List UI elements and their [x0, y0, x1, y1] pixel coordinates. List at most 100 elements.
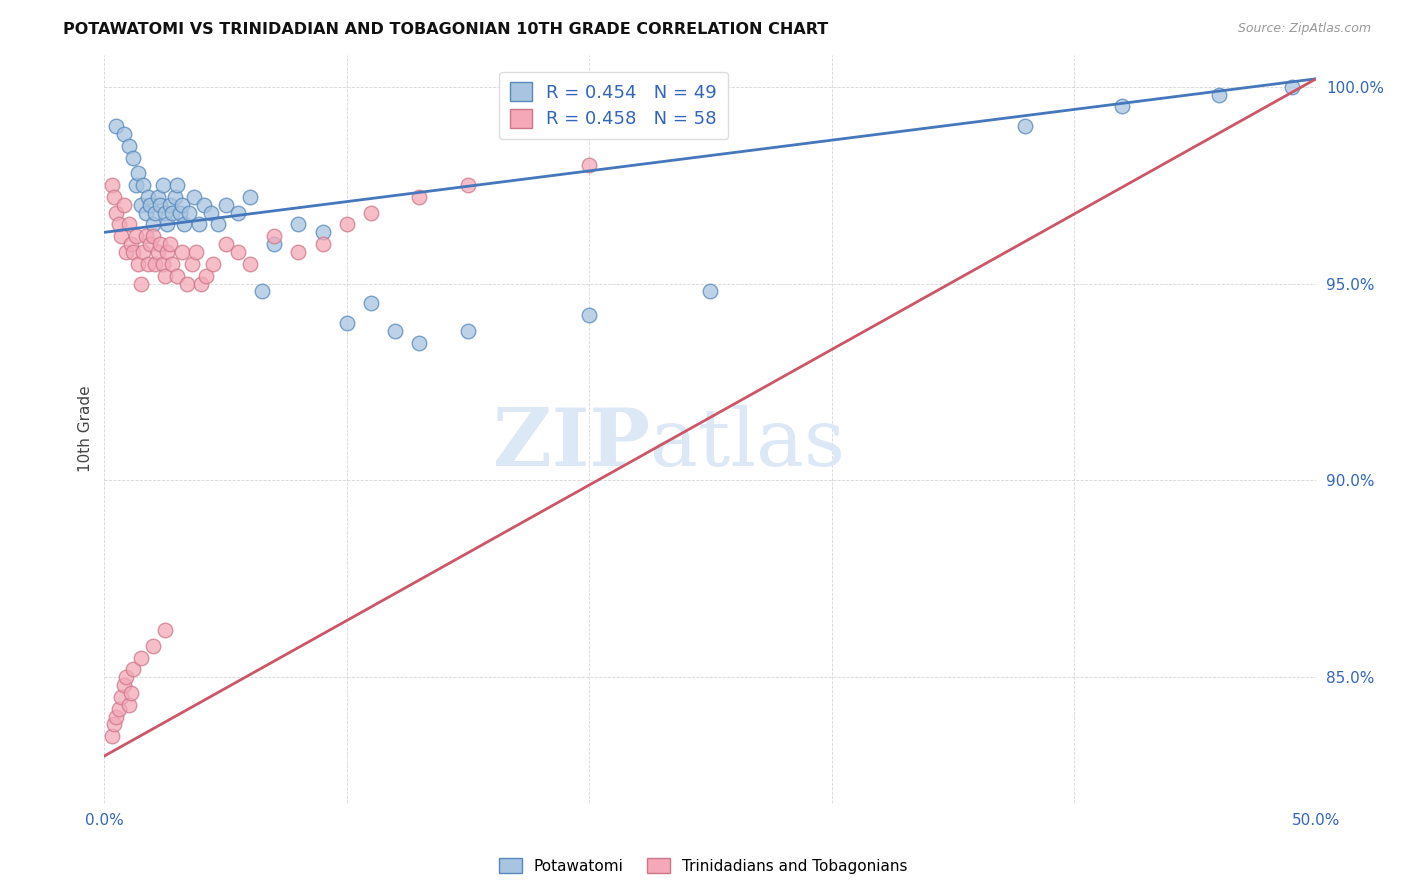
- Point: [135, 205, 157, 219]
- Point: [170, 245, 193, 260]
- Point: [214, 237, 236, 252]
- Point: [1111, 99, 1133, 113]
- Point: [1014, 119, 1036, 133]
- Point: [129, 277, 152, 291]
- Point: [142, 218, 165, 232]
- Point: [162, 205, 184, 219]
- Point: [100, 178, 122, 192]
- Point: [152, 257, 174, 271]
- Point: [239, 257, 262, 271]
- Point: [159, 198, 181, 212]
- Y-axis label: 10th Grade: 10th Grade: [79, 386, 93, 473]
- Point: [142, 229, 165, 244]
- Point: [226, 245, 249, 260]
- Point: [139, 198, 162, 212]
- Point: [108, 702, 131, 716]
- Point: [202, 257, 225, 271]
- Point: [360, 205, 382, 219]
- Point: [117, 218, 139, 232]
- Point: [117, 138, 139, 153]
- Point: [127, 257, 149, 271]
- Point: [239, 190, 262, 204]
- Point: [129, 650, 152, 665]
- Point: [125, 229, 148, 244]
- Point: [190, 277, 212, 291]
- Point: [250, 285, 273, 299]
- Point: [263, 237, 285, 252]
- Point: [129, 198, 152, 212]
- Point: [143, 257, 166, 271]
- Point: [408, 190, 430, 204]
- Point: [122, 245, 145, 260]
- Point: [120, 686, 142, 700]
- Point: [159, 237, 181, 252]
- Point: [207, 218, 229, 232]
- Point: [132, 245, 155, 260]
- Point: [166, 178, 188, 192]
- Point: [457, 324, 479, 338]
- Point: [103, 717, 125, 731]
- Point: [149, 237, 172, 252]
- Point: [176, 277, 198, 291]
- Point: [146, 190, 169, 204]
- Text: POTAWATOMI VS TRINIDADIAN AND TOBAGONIAN 10TH GRADE CORRELATION CHART: POTAWATOMI VS TRINIDADIAN AND TOBAGONIAN…: [63, 22, 828, 37]
- Point: [136, 190, 159, 204]
- Point: [135, 229, 157, 244]
- Point: [699, 285, 721, 299]
- Point: [110, 690, 132, 704]
- Point: [125, 178, 148, 192]
- Point: [156, 245, 179, 260]
- Point: [214, 198, 236, 212]
- Point: [200, 205, 222, 219]
- Point: [120, 237, 142, 252]
- Point: [136, 257, 159, 271]
- Point: [336, 316, 359, 330]
- Point: [173, 218, 195, 232]
- Point: [153, 623, 176, 637]
- Point: [1281, 79, 1303, 94]
- Point: [115, 670, 138, 684]
- Point: [112, 127, 135, 141]
- Point: [108, 218, 131, 232]
- Point: [153, 205, 176, 219]
- Point: [1208, 87, 1230, 102]
- Point: [105, 205, 128, 219]
- Point: [142, 639, 165, 653]
- Point: [115, 245, 138, 260]
- Point: [180, 257, 202, 271]
- Point: [263, 229, 285, 244]
- Point: [287, 245, 309, 260]
- Legend: R = 0.454   N = 49, R = 0.458   N = 58: R = 0.454 N = 49, R = 0.458 N = 58: [499, 71, 728, 139]
- Point: [103, 190, 125, 204]
- Point: [195, 268, 218, 283]
- Point: [226, 205, 249, 219]
- Point: [132, 178, 155, 192]
- Point: [193, 198, 215, 212]
- Point: [170, 198, 193, 212]
- Point: [105, 119, 128, 133]
- Point: [166, 268, 188, 283]
- Point: [578, 308, 600, 322]
- Text: ZIP: ZIP: [492, 405, 650, 483]
- Point: [105, 709, 128, 723]
- Point: [311, 225, 333, 239]
- Point: [183, 190, 205, 204]
- Point: [186, 245, 208, 260]
- Point: [117, 698, 139, 712]
- Legend: Potawatomi, Trinidadians and Tobagonians: Potawatomi, Trinidadians and Tobagonians: [492, 852, 914, 880]
- Point: [122, 662, 145, 676]
- Point: [127, 166, 149, 180]
- Point: [384, 324, 406, 338]
- Point: [149, 198, 172, 212]
- Point: [336, 218, 359, 232]
- Point: [143, 205, 166, 219]
- Point: [360, 296, 382, 310]
- Point: [156, 218, 179, 232]
- Point: [122, 151, 145, 165]
- Point: [112, 678, 135, 692]
- Point: [311, 237, 333, 252]
- Point: [100, 729, 122, 743]
- Text: Source: ZipAtlas.com: Source: ZipAtlas.com: [1237, 22, 1371, 36]
- Point: [146, 245, 169, 260]
- Point: [139, 237, 162, 252]
